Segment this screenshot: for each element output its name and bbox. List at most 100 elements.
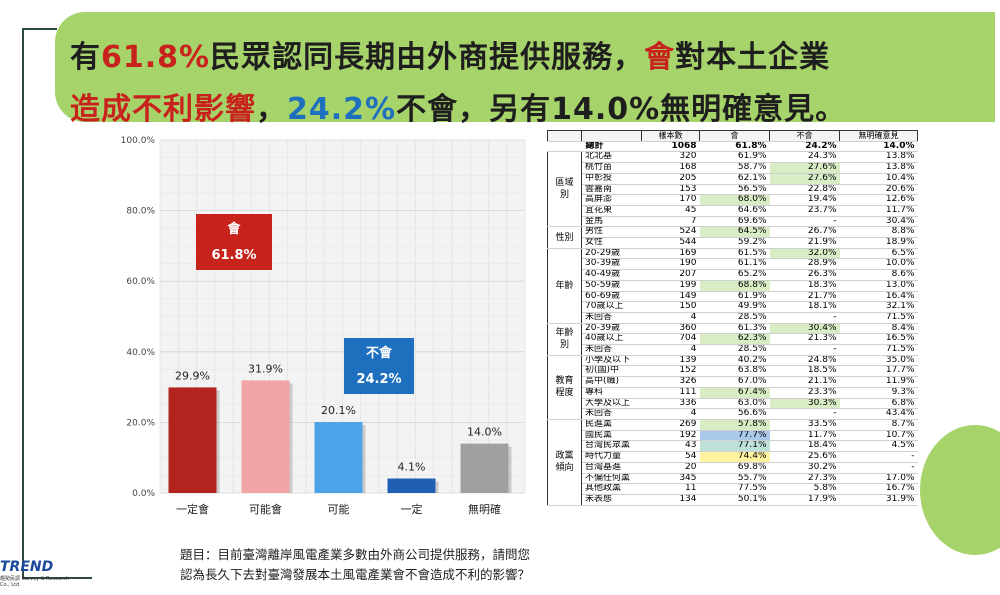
- cell-no-opinion: 16.7%: [839, 483, 918, 495]
- row-label: 時代力量: [581, 451, 642, 463]
- cell-sample: 320: [641, 151, 700, 164]
- total-no: 24.2%: [769, 141, 840, 153]
- cell-no: 18.3%: [769, 280, 840, 292]
- cell-no-opinion: 18.9%: [839, 237, 918, 249]
- question-line-2: 認為長久下去對臺灣發展本土風電產業會不會造成不利的影響？: [180, 567, 531, 582]
- annotation-label: 會: [227, 221, 241, 237]
- cell-sample: 139: [641, 354, 700, 367]
- bar-value-label: 20.1%: [321, 404, 356, 417]
- cell-sample: 11: [641, 483, 700, 495]
- table-row: 50-59歲 199 68.8% 18.3% 13.0%: [548, 280, 918, 292]
- table-header-cell: [547, 130, 582, 142]
- total-label: 總計: [547, 141, 642, 153]
- cell-yes: 61.5%: [699, 247, 770, 260]
- cell-sample: 190: [641, 258, 700, 271]
- cell-sample: 168: [641, 162, 700, 174]
- row-label: 初(國)中: [581, 365, 642, 378]
- annotation-box: [344, 338, 414, 394]
- row-label: 未回答: [581, 312, 642, 324]
- cell-sample: 4: [641, 312, 700, 324]
- cell-no: 19.4%: [769, 194, 840, 206]
- trend-logo: TREND 趨勢民調 Survey & Research Co., Ltd.: [0, 553, 80, 593]
- cell-no: 26.3%: [769, 269, 840, 281]
- row-label: 北北基: [581, 151, 642, 164]
- cell-no: 21.7%: [769, 291, 840, 303]
- table-header-cell: 會: [699, 130, 770, 142]
- cell-no-opinion: 13.0%: [839, 280, 918, 292]
- table-row: 中彰投 205 62.1% 27.6% 10.4%: [548, 173, 918, 185]
- cell-yes: 62.1%: [699, 173, 770, 185]
- cell-no: 21.1%: [769, 376, 840, 388]
- table-row: 雲嘉南 153 56.5% 22.8% 20.6%: [548, 184, 918, 196]
- crosstab-table: 樣本數會不會 無明確意見 總計 1068 61.8% 24.2% 14.0% 區域 別北北基 3…: [547, 130, 918, 506]
- table-row: 未回答 4 28.5% -71.5%: [548, 312, 918, 324]
- table-row: 未回答 4 28.5% -71.5%: [548, 344, 918, 356]
- group-label: 性別: [547, 226, 582, 249]
- y-tick-label: 80.0%: [126, 207, 155, 217]
- bar-value-label: 29.9%: [175, 369, 210, 382]
- row-label: 小學及以下: [581, 354, 642, 367]
- group-label: 教育 程度: [547, 354, 582, 420]
- headline-text: 民眾認同長期由外商提供服務，: [210, 40, 645, 75]
- cell-sample: 704: [641, 333, 700, 346]
- row-label: 雲嘉南: [581, 184, 642, 196]
- cell-yes: 49.9%: [699, 301, 770, 313]
- cell-no-opinion: 17.0%: [839, 473, 918, 485]
- cell-no-opinion: 20.6%: [839, 184, 918, 196]
- cell-sample: 7: [641, 216, 700, 228]
- row-label: 國民黨: [581, 430, 642, 442]
- cell-no: 18.4%: [769, 440, 840, 453]
- table-row: 金馬 7 69.6% -30.4%: [548, 216, 918, 228]
- table-row: 性別 男性 524 64.5% 26.7% 8.8%: [547, 226, 918, 249]
- bar-value-label: 14.0%: [467, 426, 502, 439]
- cell-sample: 43: [641, 440, 700, 453]
- cell-yes: 61.3%: [699, 322, 770, 335]
- y-tick-label: 100.0%: [121, 136, 156, 146]
- cell-no: 27.3%: [769, 473, 840, 485]
- cell-no: -: [769, 344, 840, 356]
- cell-no-opinion: 30.4%: [839, 216, 918, 228]
- headline-line-2: 造成不利影響，24.2%不會，另有14.0%無明確意見。: [70, 84, 846, 128]
- table-header-cell: [581, 130, 642, 142]
- table-row: 台灣基進 20 69.8% 30.2% -: [548, 462, 918, 474]
- x-category-label: 無明確: [468, 502, 501, 516]
- row-label: 70歲以上: [581, 301, 642, 313]
- table-row: 時代力量 54 74.4% 25.6% -: [548, 451, 918, 463]
- cell-sample: 134: [641, 494, 700, 506]
- cell-yes: 63.8%: [699, 365, 770, 378]
- cell-sample: 45: [641, 205, 700, 217]
- x-category-label: 不會: [328, 519, 350, 520]
- headline-text: 對本土企業: [675, 40, 831, 75]
- cell-sample: 336: [641, 398, 700, 410]
- bar-4: [460, 443, 509, 493]
- cell-no-opinion: 31.9%: [839, 494, 918, 506]
- cell-no: 18.1%: [769, 301, 840, 313]
- bar-chart: 0.0%20.0%40.0%60.0%80.0%100.0%29.9%一定會31…: [121, 136, 526, 520]
- cell-no: -: [769, 216, 840, 228]
- row-label: 20-29歲: [581, 247, 642, 260]
- headline-yes-word: 會: [644, 40, 676, 75]
- cell-yes: 28.5%: [699, 312, 770, 324]
- table-row: 區域 別北北基 320 61.9% 24.3% 13.8%: [547, 151, 918, 228]
- cell-no: 5.8%: [769, 483, 840, 495]
- cell-yes: 77.1%: [699, 440, 770, 453]
- table-row: 不偏任何黨 345 55.7% 27.3% 17.0%: [548, 473, 918, 485]
- total-yes: 61.8%: [699, 141, 770, 153]
- cell-yes: 56.5%: [699, 184, 770, 196]
- bar-1: [241, 380, 290, 493]
- cell-no-opinion: 9.3%: [839, 387, 918, 399]
- bar-3: [387, 478, 436, 493]
- cell-no-opinion: 8.4%: [839, 322, 918, 335]
- table-row: 教育 程度 小學及以下 139 40.2% 24.8% 35.0%: [547, 354, 918, 420]
- cell-sample: 524: [641, 226, 700, 239]
- cell-no-opinion: 43.4%: [839, 408, 918, 420]
- cell-yes: 63.0%: [699, 398, 770, 410]
- x-category-label: 可能會: [249, 502, 282, 516]
- row-label: 金馬: [581, 216, 642, 228]
- cell-yes: 68.8%: [699, 280, 770, 292]
- cell-yes: 67.4%: [699, 387, 770, 399]
- x-category-label: 可能: [328, 502, 350, 516]
- row-label: 民進黨: [581, 418, 642, 431]
- row-label: 20-39歲: [581, 322, 642, 335]
- headline-text: 有: [70, 40, 101, 75]
